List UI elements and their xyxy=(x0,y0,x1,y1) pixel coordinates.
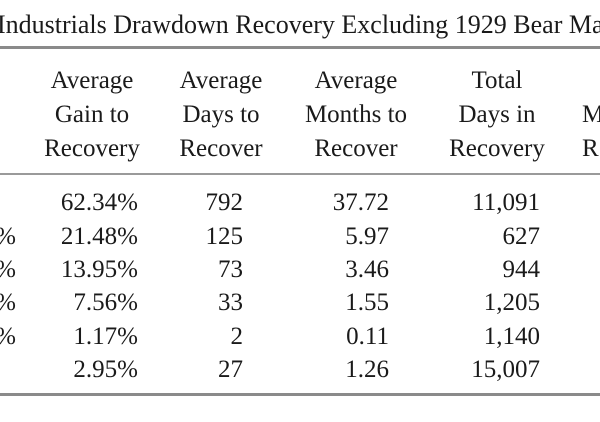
cell-average-months: 5.97 xyxy=(345,223,389,250)
header-line: M xyxy=(582,101,600,128)
cell-average-days: 27 xyxy=(218,356,243,383)
cell-average-gain: 2.95% xyxy=(73,356,138,383)
header-line: Recover xyxy=(179,135,263,162)
cell-average-days: 33 xyxy=(218,289,243,316)
cell-average-months: 37.72 xyxy=(332,189,389,216)
cell-average-gain: 7.56% xyxy=(73,289,138,316)
cell-total-days: 11,091 xyxy=(472,189,540,216)
cell-total-days: 944 xyxy=(502,256,541,283)
header-line: Days to xyxy=(182,101,260,128)
cell-total-days: 15,007 xyxy=(471,356,540,383)
header-line: Average xyxy=(179,67,263,94)
header-line: Average xyxy=(314,67,398,94)
bottom-rule xyxy=(0,393,600,396)
header-line: Days in xyxy=(458,101,536,128)
cell-average-months: 1.55 xyxy=(345,289,389,316)
header-line: Average xyxy=(50,67,134,94)
top-rule xyxy=(0,46,600,49)
table-title: Industrials Drawdown Recovery Excluding … xyxy=(0,10,600,39)
cell-average-gain: 13.95% xyxy=(60,256,138,283)
header-line: Months to xyxy=(304,101,408,128)
header-line: Gain to xyxy=(54,101,130,128)
cell-total-days: 1,205 xyxy=(483,289,540,316)
cell-average-gain: 1.17% xyxy=(73,323,138,350)
cell-average-days: 125 xyxy=(205,223,244,250)
header-average-days: Average Days to Recover xyxy=(175,64,267,166)
cell-average-days: 73 xyxy=(218,256,243,283)
header-rule xyxy=(0,173,600,175)
row-label-fragment: % xyxy=(0,286,16,319)
header-line: R xyxy=(582,135,599,162)
cell-average-months: 1.26 xyxy=(345,356,389,383)
row-label-fragment: % xyxy=(0,253,16,286)
header-line: Total xyxy=(471,67,523,94)
cell-average-days: 792 xyxy=(205,189,244,216)
cell-average-days: 2 xyxy=(230,323,244,350)
header-line: Recovery xyxy=(449,135,545,162)
header-average-months: Average Months to Recover xyxy=(296,64,416,166)
cell-total-days: 1,140 xyxy=(483,323,540,350)
cell-average-gain: 62.34% xyxy=(60,189,138,216)
header-line: Recover xyxy=(314,135,398,162)
row-label-fragment: % xyxy=(0,320,16,353)
cell-total-days: 627 xyxy=(502,223,541,250)
cell-average-months: 0.11 xyxy=(346,323,389,350)
header-average-gain: Average Gain to Recovery xyxy=(42,64,142,166)
header-total-days: Total Days in Recovery xyxy=(444,64,550,166)
header-clipped: M R xyxy=(582,98,600,166)
header-line: Recovery xyxy=(44,135,140,162)
cell-average-months: 3.46 xyxy=(345,256,389,283)
row-label-fragment: % xyxy=(0,220,16,253)
cell-average-gain: 21.48% xyxy=(60,223,138,250)
